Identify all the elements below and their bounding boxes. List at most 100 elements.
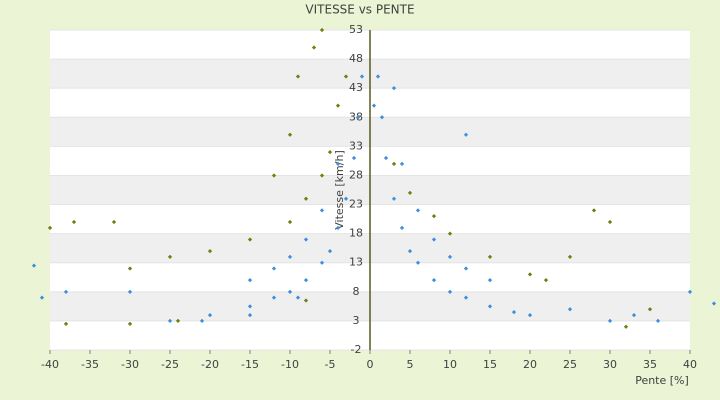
y-tick-label: 33 <box>349 139 363 152</box>
y-tick-label: 13 <box>349 256 363 269</box>
y-tick-label: 53 <box>349 23 363 36</box>
data-point <box>343 196 349 201</box>
data-point <box>407 248 413 254</box>
data-point <box>399 225 405 230</box>
data-point <box>271 295 277 300</box>
chart-title: VITESSE vs PENTE <box>305 3 414 17</box>
x-tick-label: 10 <box>443 358 457 371</box>
data-point <box>71 219 77 225</box>
x-tick-label: 40 <box>683 358 697 371</box>
data-point <box>415 208 421 213</box>
data-point <box>207 312 213 318</box>
data-point <box>247 278 253 283</box>
x-tick-label: 30 <box>603 358 617 371</box>
x-axis-title: Pente [%] <box>635 374 689 387</box>
data-point <box>295 295 301 300</box>
x-tick-label: 15 <box>483 358 497 371</box>
data-point <box>391 196 397 201</box>
x-tick-label: 25 <box>563 358 577 371</box>
data-point <box>383 155 389 161</box>
data-point <box>319 173 325 178</box>
data-point <box>567 307 573 312</box>
data-point <box>127 266 133 271</box>
x-tick-label: 35 <box>643 358 657 371</box>
data-point <box>351 155 357 161</box>
y-tick-label: 28 <box>349 168 363 181</box>
data-point <box>303 196 309 201</box>
data-point <box>127 289 133 294</box>
data-point <box>111 219 117 225</box>
data-point <box>175 318 181 324</box>
y-tick-label: 3 <box>353 314 360 327</box>
data-point <box>447 254 453 260</box>
data-point <box>399 161 405 166</box>
data-point <box>487 278 493 283</box>
y-tick-label: 23 <box>349 198 363 211</box>
data-point <box>463 132 469 137</box>
data-point <box>167 318 173 324</box>
data-point <box>447 231 453 236</box>
data-point <box>47 225 53 230</box>
data-point <box>623 324 629 329</box>
x-tick-label: -35 <box>81 358 99 371</box>
data-point <box>327 150 333 155</box>
data-point <box>511 310 517 315</box>
data-point <box>303 278 309 283</box>
data-point <box>287 254 293 260</box>
x-tick-label: -15 <box>241 358 259 371</box>
data-point <box>271 173 277 178</box>
data-point <box>463 295 469 300</box>
data-point <box>431 237 437 242</box>
x-tick-label: -10 <box>281 358 299 371</box>
data-point <box>127 321 133 326</box>
x-tick-label: -30 <box>121 358 139 371</box>
x-tick-label: 20 <box>523 358 537 371</box>
data-point <box>319 260 325 265</box>
x-tick-label: -25 <box>161 358 179 371</box>
data-point <box>247 304 253 309</box>
data-point <box>607 219 613 225</box>
data-point <box>247 237 253 242</box>
data-point <box>319 208 325 213</box>
data-point <box>591 208 597 213</box>
data-point <box>487 254 493 260</box>
data-point <box>287 132 293 137</box>
x-tick-label: 0 <box>367 358 374 371</box>
y-tick-label: 48 <box>349 52 363 65</box>
data-point <box>303 237 309 242</box>
data-point <box>631 312 637 318</box>
y-tick-label: 43 <box>349 81 363 94</box>
data-point <box>391 161 397 166</box>
data-point <box>543 278 549 283</box>
x-tick-label: -40 <box>41 358 59 371</box>
data-point <box>199 318 205 324</box>
data-point <box>431 278 437 283</box>
y-tick-label: -2 <box>351 343 362 356</box>
data-point <box>335 161 341 166</box>
data-point <box>287 219 293 225</box>
y-tick-label: 18 <box>349 227 363 240</box>
data-point <box>335 225 341 230</box>
data-point <box>287 289 293 294</box>
data-point <box>247 312 253 318</box>
data-point <box>271 266 277 271</box>
data-point <box>687 289 693 294</box>
data-point <box>527 272 533 277</box>
data-point <box>303 298 309 303</box>
data-point <box>567 254 573 260</box>
data-point <box>487 304 493 309</box>
y-axis-title: Vitesse [km/h] <box>333 150 346 230</box>
data-point <box>407 190 413 196</box>
y-tick-label: 38 <box>349 110 363 123</box>
data-point <box>167 254 173 260</box>
data-point <box>607 318 613 324</box>
data-point <box>647 307 653 312</box>
data-point <box>711 301 717 306</box>
data-point <box>463 266 469 271</box>
data-point <box>207 248 213 254</box>
x-tick-label: 5 <box>407 358 414 371</box>
data-point <box>431 214 437 219</box>
data-point <box>327 248 333 254</box>
y-tick-label: 8 <box>353 285 360 298</box>
